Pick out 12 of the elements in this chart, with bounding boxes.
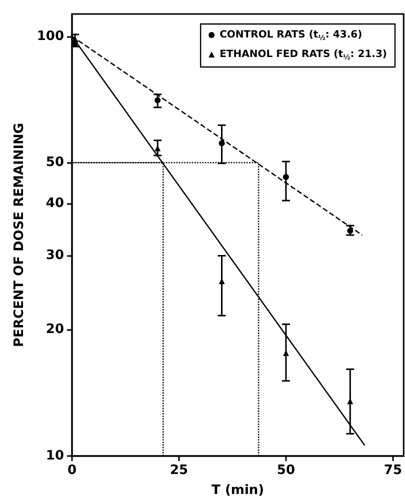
x-tick-label: 75	[384, 463, 402, 478]
y-axis-title: PERCENT OF DOSE REMAINING	[12, 122, 27, 348]
x-tick-label: 25	[170, 463, 188, 478]
y-tick-label: 10	[46, 448, 64, 464]
x-axis-title: T (min)	[212, 483, 264, 498]
y-tick-label: 20	[46, 322, 64, 338]
x-tick-label: 0	[67, 463, 77, 478]
y-tick-label: 30	[46, 248, 64, 264]
x-tick-label: 50	[276, 463, 296, 478]
y-tick-label: 100	[36, 28, 64, 44]
y-tick-label: 40	[46, 196, 64, 211]
y-tick-label: 50	[46, 155, 64, 170]
